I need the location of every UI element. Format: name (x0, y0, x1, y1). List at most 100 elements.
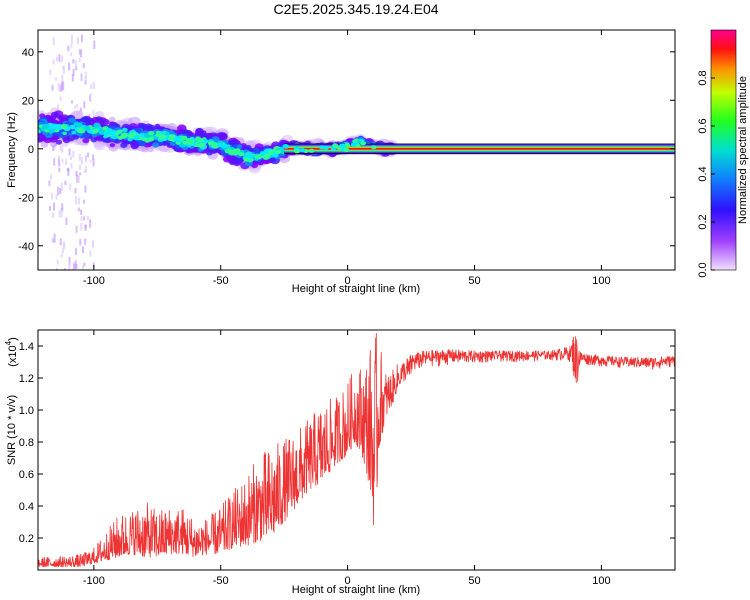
spectrogram-x-tick-label: -100 (83, 275, 105, 287)
heatmap-scatter-cell (61, 248, 64, 254)
heatmap-scatter-cell (59, 84, 62, 92)
snr-y-tick-label: 0.8 (19, 437, 34, 449)
heatmap-scatter-cell (85, 155, 87, 161)
heatmap-scatter-cell (80, 222, 83, 231)
heatmap-core-cell (197, 138, 204, 143)
heatmap-scatter-cell (58, 168, 61, 173)
spectrogram-y-tick-label: -20 (18, 192, 34, 204)
snr-y-tick-label: 1.4 (19, 341, 34, 353)
heatmap-scatter-cell (56, 56, 58, 62)
heatmap-scatter-cell (82, 63, 85, 69)
heatmap-core-cell (232, 148, 239, 153)
heatmap-scatter-cell (70, 34, 73, 44)
heatmap-cell (42, 123, 50, 130)
heatmap-scatter-cell (79, 107, 82, 113)
heatmap-scatter-cell (58, 155, 60, 160)
heatmap-tone-band (284, 148, 675, 150)
heatmap-core-cell (254, 154, 261, 159)
heatmap-scatter-cell (75, 195, 78, 205)
heatmap-scatter-cell (59, 238, 62, 246)
heatmap-scatter-cell (63, 241, 66, 249)
heatmap-scatter-cell (67, 168, 70, 177)
spectrogram-frame (37, 29, 676, 271)
heatmap-scatter-cell (74, 187, 77, 194)
heatmap-scatter-cell (82, 265, 85, 270)
heatmap-scatter-cell (84, 225, 87, 229)
colorbar-tick-label: 0.2 (697, 214, 709, 229)
snr-panel: -100 -50 0 50 100 0.2 0.4 0.6 0.8 1.0 1.2 1.4 Heigh… (4, 329, 676, 596)
heatmap-scatter-cell (74, 105, 77, 109)
snr-x-tick-label: 0 (345, 575, 351, 587)
heatmap-scatter-cell (58, 158, 61, 167)
heatmap-core-cell (141, 137, 148, 142)
snr-y-multiplier-close: ) (7, 337, 19, 341)
heatmap-cell (77, 127, 85, 134)
snr-y-multiplier: (x104) (4, 337, 19, 367)
heatmap-scatter-cell (61, 81, 64, 91)
heatmap-scatter-cell (59, 188, 62, 194)
heatmap-scatter-cell (48, 180, 51, 186)
heatmap-scatter-cell (80, 49, 83, 58)
heatmap-scatter-cell (50, 174, 53, 180)
heatmap-core-cell (282, 144, 289, 148)
heatmap-scatter-cell (53, 158, 56, 166)
heatmap-scatter-cell (51, 192, 53, 200)
heatmap-cell (83, 125, 90, 131)
heatmap-cell (271, 152, 278, 157)
heatmap-cell (101, 137, 109, 143)
spectrogram-y-tick-label: 0 (28, 144, 34, 156)
snr-y-tick-label: 1.2 (19, 373, 34, 385)
heatmap-core-cell (308, 148, 315, 153)
heatmap-scatter-cell (55, 268, 58, 270)
snr-x-tick-label: 100 (592, 575, 610, 587)
heatmap-scatter-cell (60, 253, 63, 258)
heatmap-scatter-cell (82, 246, 84, 253)
heatmap-scatter-cell (75, 263, 78, 270)
heatmap-cell (49, 141, 58, 148)
heatmap-scatter-cell (49, 69, 52, 76)
heatmap-cell (40, 141, 49, 148)
heatmap-cell (236, 144, 243, 149)
heatmap-scatter-cell (92, 154, 95, 160)
heatmap-scatter-cell (68, 257, 71, 266)
heatmap-scatter-cell (59, 96, 62, 101)
heatmap-scatter-cell (76, 103, 79, 107)
heatmap-scatter-cell (57, 188, 60, 196)
heatmap-core-cell (360, 141, 367, 146)
heatmap-scatter-cell (70, 43, 73, 48)
snr-y-tick-label: 0.4 (19, 501, 34, 513)
heatmap-scatter-cell (72, 59, 75, 64)
snr-y-tick-label: 1.0 (19, 405, 34, 417)
spectrogram-y-tick-label: -40 (18, 241, 34, 253)
heatmap-cell (62, 131, 67, 136)
heatmap-scatter-cell (76, 176, 79, 183)
spectrogram-y-tick-label: 40 (22, 47, 34, 59)
heatmap-cell (82, 137, 90, 144)
heatmap-cell (127, 138, 133, 142)
heatmap-scatter-cell (65, 158, 68, 166)
heatmap-scatter-cell (84, 75, 87, 82)
heatmap-core-cell (259, 151, 266, 156)
heatmap-cell (134, 127, 142, 133)
heatmap-scatter-cell (71, 73, 74, 82)
heatmap-scatter-cell (78, 49, 81, 55)
heatmap-scatter-cell (65, 217, 68, 225)
snr-y-tick-label: 0.6 (19, 469, 34, 481)
heatmap-scatter-cell (84, 80, 87, 85)
heatmap-core-cell (197, 143, 204, 148)
heatmap-core-cell (148, 131, 155, 136)
heatmap-scatter-cell (86, 216, 89, 221)
heatmap-scatter-cell (80, 216, 83, 221)
heatmap-core-cell (182, 140, 189, 145)
spectrogram-heatmap (38, 34, 675, 270)
heatmap-cell (118, 129, 123, 134)
heatmap-cell (38, 129, 41, 134)
heatmap-scatter-cell (52, 212, 55, 218)
heatmap-scatter-cell (62, 81, 65, 90)
colorbar-label: Normalized spectral amplitude (737, 76, 749, 224)
heatmap-core-cell (202, 139, 209, 144)
heatmap-scatter-cell (80, 73, 83, 82)
heatmap-cell (108, 116, 116, 123)
heatmap-scatter-cell (54, 77, 57, 81)
heatmap-core-cell (263, 155, 269, 160)
